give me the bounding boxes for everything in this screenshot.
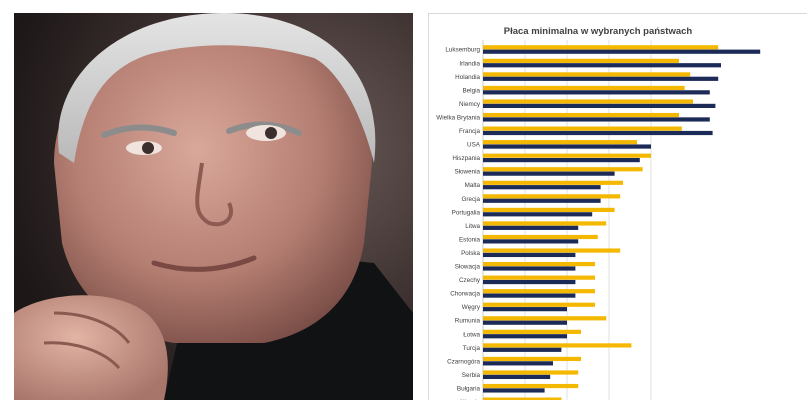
bar-series-1 xyxy=(483,153,651,158)
category-label: Holandia xyxy=(455,74,480,81)
bar-series-1 xyxy=(483,262,595,267)
bar-series-2 xyxy=(483,158,640,163)
bar-series-1 xyxy=(483,58,679,63)
bar-series-1 xyxy=(483,45,719,50)
bar-series-1 xyxy=(483,316,607,321)
category-label: Niemcy xyxy=(459,101,481,108)
bar-series-2 xyxy=(483,130,713,136)
bar-series-2 xyxy=(483,374,551,379)
minimum-wage-chart: Płaca minimalna w wybranych państwach Lu… xyxy=(436,26,761,400)
bar-series-1 xyxy=(483,207,615,212)
category-label: Węgry xyxy=(462,304,481,311)
bar-series-2 xyxy=(483,103,716,108)
bar-series-1 xyxy=(483,383,579,389)
category-label: Wielka Brytania xyxy=(436,114,480,121)
category-label: Polska xyxy=(461,250,480,257)
bar-series-2 xyxy=(483,252,576,258)
bar-series-2 xyxy=(483,117,710,122)
bar-series-2 xyxy=(483,239,579,244)
category-label: Malta xyxy=(465,182,481,189)
bar-series-1 xyxy=(483,72,691,77)
portrait-photo-graphic xyxy=(14,13,413,400)
category-label: Francja xyxy=(459,128,480,135)
bar-series-2 xyxy=(483,198,601,203)
portrait-photo xyxy=(14,13,413,400)
bar-series-1 xyxy=(483,180,623,185)
bar-series-2 xyxy=(483,171,615,176)
chart-title: Płaca minimalna w wybranych państwach xyxy=(504,26,693,37)
category-label: Luksemburg xyxy=(445,47,480,54)
bar-series-1 xyxy=(483,289,595,294)
bar-series-2 xyxy=(483,185,601,190)
category-label: Czarnogóra xyxy=(447,358,480,365)
category-label: Belgia xyxy=(462,87,480,94)
bar-series-2 xyxy=(483,76,719,81)
category-label: Grecja xyxy=(461,196,480,203)
bar-series-1 xyxy=(483,370,579,375)
bar-series-1 xyxy=(483,126,682,131)
bar-series-2 xyxy=(483,293,576,298)
bar-series-2 xyxy=(483,347,562,352)
category-label: Słowenia xyxy=(454,169,480,176)
bar-series-2 xyxy=(483,320,567,325)
category-label: Litwa xyxy=(465,223,480,230)
bar-series-1 xyxy=(483,343,632,348)
category-label: Rumunia xyxy=(455,318,481,325)
bar-series-1 xyxy=(483,167,643,172)
category-label: Bułgaria xyxy=(457,385,481,392)
category-label: Turcja xyxy=(463,345,481,352)
bar-series-1 xyxy=(483,275,595,280)
bar-series-2 xyxy=(483,63,721,68)
category-label: Hiszpania xyxy=(452,155,480,162)
bar-series-2 xyxy=(483,90,710,95)
bar-series-1 xyxy=(483,194,621,199)
bar-series-1 xyxy=(483,302,595,307)
category-label: Estonia xyxy=(459,236,481,243)
category-label: Chorwacja xyxy=(450,291,480,298)
bar-series-1 xyxy=(483,140,637,145)
bar-series-1 xyxy=(483,248,621,253)
bar-series-1 xyxy=(483,221,607,226)
bar-series-2 xyxy=(483,144,651,149)
category-label: Serbia xyxy=(462,372,481,379)
bar-series-1 xyxy=(483,112,679,118)
category-label: Czechy xyxy=(459,277,481,284)
bar-series-2 xyxy=(483,225,579,230)
bar-series-2 xyxy=(483,361,553,366)
bar-series-2 xyxy=(483,49,761,54)
bar-series-1 xyxy=(483,85,685,91)
bar-series-1 xyxy=(483,397,562,400)
category-label: Portugalia xyxy=(452,209,481,216)
category-label: USA xyxy=(467,142,481,149)
bar-series-2 xyxy=(483,279,576,285)
bar-series-2 xyxy=(483,212,593,217)
bar-series-1 xyxy=(483,99,693,104)
bar-series-2 xyxy=(483,334,567,339)
bar-series-2 xyxy=(483,266,576,271)
bar-series-1 xyxy=(483,234,598,240)
chart-panel: Płaca minimalna w wybranych państwach Lu… xyxy=(428,13,807,400)
bar-series-1 xyxy=(483,329,581,334)
bar-series-2 xyxy=(483,388,545,393)
category-label: Łotwa xyxy=(463,331,480,338)
category-label: Słowacja xyxy=(455,264,481,271)
bar-series-2 xyxy=(483,307,567,312)
bar-series-1 xyxy=(483,356,581,362)
category-label: Irlandia xyxy=(459,60,480,67)
